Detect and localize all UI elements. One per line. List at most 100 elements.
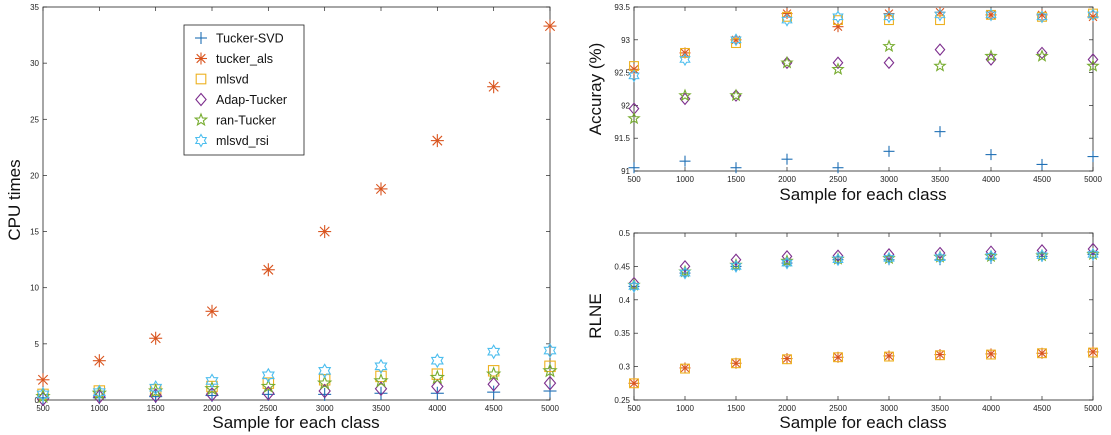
data-point [782,354,792,365]
y-tick-label: 35 [30,3,39,12]
data-point [1087,151,1099,163]
series-tucker-svd [628,126,1099,174]
data-point [262,377,275,389]
data-point [1087,8,1099,22]
y-tick-label: 93 [621,36,630,45]
x-tick-label: 4000 [428,404,446,413]
data-point [316,375,333,390]
x-tick-label: 2000 [778,404,796,413]
y-tick-label: 91.5 [614,134,630,143]
x-tick-label: 500 [36,404,50,413]
series-ran-tucker [627,39,1100,125]
data-point [832,10,844,24]
data-point [205,304,219,318]
x-tick-label: 2500 [259,404,277,413]
x-axis-label-cpu: Sample for each class [212,413,379,432]
y-tick-label: 0.35 [614,329,630,338]
y-tick-label: 0.3 [619,363,631,372]
data-point [487,376,500,392]
data-point [149,380,163,396]
data-point [679,362,691,374]
x-tick-label: 5000 [541,404,559,413]
data-point [1086,58,1100,72]
data-point [628,276,640,290]
data-point [679,260,691,273]
data-point [627,111,641,125]
data-point [730,34,742,46]
data-point [1036,244,1048,257]
data-point [318,387,332,401]
x-tick-label: 4000 [982,175,1000,184]
data-point [1036,249,1048,263]
legend-label: Tucker-SVD [216,32,284,46]
x-tick-label: 2500 [829,175,847,184]
y-tick-label: 10 [30,284,39,293]
data-point [544,360,556,373]
data-point [832,162,844,174]
data-point [485,366,502,381]
data-point [883,251,895,265]
data-point [36,386,50,402]
x-tick-label: 1000 [676,175,694,184]
data-point [431,379,444,394]
data-point [430,353,444,369]
x-tick-label: 1000 [676,404,694,413]
y-tick-label: 0.4 [619,296,631,305]
data-point [1037,348,1047,359]
x-tick-label: 3000 [880,175,898,184]
data-point [429,369,446,385]
y-axis-label-acc: Accuray (%) [586,43,605,136]
data-point [780,253,794,267]
series-mlsvd-rsi [628,247,1099,294]
data-point [543,342,557,359]
legend-label: mlsvd_rsi [216,134,269,148]
data-point [542,362,558,378]
x-tick-label: 3500 [931,404,949,413]
data-point [36,373,50,387]
data-point [985,245,997,259]
y-tick-label: 92.5 [614,69,630,78]
y-axis-label-rlne: RLNE [586,293,605,338]
y-tick-label: 5 [35,340,40,349]
data-point [260,378,277,394]
data-point [781,256,793,270]
x-tick-label: 1500 [727,175,745,184]
data-point [1087,53,1099,66]
chart-panel-cpu: 500 1000 1500 2000 2500 3000 3500 4000 4500 5000 0… [5,3,559,432]
data-point [318,363,332,379]
series-mlsvd [629,347,1098,389]
data-point [730,253,742,267]
legend-label: mlsvd [216,73,249,87]
y-tick-label: 0 [35,396,40,405]
y-tick-label: 0.5 [619,229,631,238]
data-point [430,134,444,148]
x-tick-label: 3500 [372,404,390,413]
legend-marker [195,32,207,44]
legend-label: ran-Tucker [216,114,276,128]
data-point [204,380,220,396]
data-point [35,388,51,404]
data-point [934,126,946,138]
data-point [730,162,742,174]
data-point [205,373,219,389]
chart-panel-acc: 500 1000 1500 2000 2500 3000 3500 4000 4500 5000 9… [586,3,1102,204]
x-tick-label: 1500 [727,404,745,413]
data-point [628,377,640,389]
y-tick-label: 25 [30,115,39,124]
y-tick-label: 20 [30,171,39,180]
data-point [985,53,997,66]
data-point [1036,347,1048,359]
data-point [373,372,389,388]
x-tick-label: 4500 [1033,175,1051,184]
legend-marker [195,92,207,107]
data-point [487,385,501,399]
y-axis-label-cpu: CPU times [5,159,24,240]
data-point [985,149,997,161]
y-tick-label: 15 [30,228,39,237]
x-tick-label: 4500 [1033,404,1051,413]
chart-panel-rlne: 500 1000 1500 2000 2500 3000 3500 4000 4500 5000 0… [586,229,1102,432]
x-tick-label: 3000 [316,404,334,413]
data-point [883,248,895,261]
legend-marker [193,112,209,127]
x-axis-label-rlne: Sample for each class [779,413,946,432]
